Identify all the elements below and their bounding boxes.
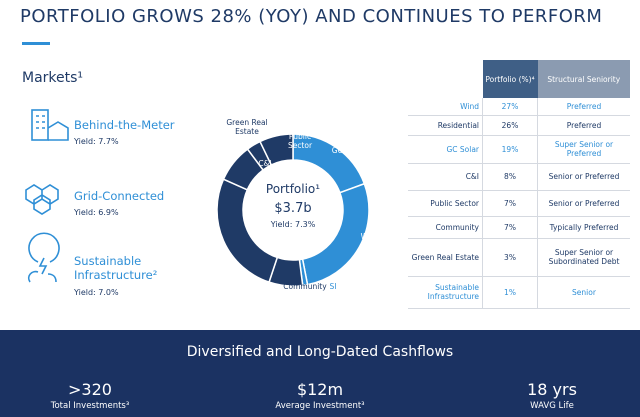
market-yield: Yield: 7.0% [74,288,119,297]
table-cell: 1% [482,276,538,309]
donut-label: SI [329,282,337,291]
graphics: Portfolio¹ $3.7b Yield: 7.3% [25,109,370,287]
donut-center-note: Yield: 7.3% [270,220,316,229]
donut-label: Green Real Estate [226,118,268,136]
table-row: Public Sector 7% Senior or Preferred [408,190,630,217]
market-yield: Yield: 6.9% [74,208,119,217]
table-cell: Preferred [537,115,630,136]
table-row: Residential 26% Preferred [408,115,630,136]
market-name: Sustainable Infrastructure² [74,254,158,282]
table-cell: Public Sector [408,190,483,217]
header-cell: Structural Seniority [537,60,630,98]
stat-label: Average Investment³ [275,401,365,411]
donut-label: Wind [360,232,380,241]
donut-label: C&I [258,159,272,168]
table-cell: 7% [482,190,538,217]
market-name: Behind-the-Meter [74,118,175,132]
table-row: Wind 27% Preferred [408,98,630,116]
table-cell: 27% [482,98,538,116]
stat-value: $12m [296,380,344,399]
table-cell: Senior or Preferred [537,163,630,191]
market-name: Grid-Connected [74,189,165,203]
table-row: GC Solar 19% Super Senior or Preferred [408,135,630,164]
table-cell: 19% [482,135,538,164]
donut-label: GC Solar [331,146,365,155]
table-header: Portfolio (%)⁴ Structural Seniority [408,60,630,98]
table-cell: 3% [482,238,538,277]
markets-title: Markets¹ [22,70,84,86]
infra-icon [27,232,60,283]
donut-center-title: Portfolio¹ [266,182,320,196]
table-row: Sustainable Infrastructure 1% Senior [408,276,630,309]
title-rule [22,42,50,45]
stat-label: WAVG Life [530,401,574,411]
building-icon [31,109,49,141]
table-cell: 7% [482,216,538,239]
table-row: Community 7% Typically Preferred [408,216,630,239]
banner: Diversified and Long-Dated Cashflows >32… [0,330,640,417]
donut-label: Resi [247,226,263,235]
table-cell: Preferred [537,98,630,116]
table-cell: Senior or Preferred [537,190,630,217]
market-yield: Yield: 7.7% [74,137,119,146]
table-cell: Senior [537,276,630,309]
table-row: C&I 8% Senior or Preferred [408,163,630,191]
slide-title: PORTFOLIO GROWS 28% (YOY) AND CONTINUES … [20,6,603,27]
icons [25,109,69,283]
table-cell: Sustainable Infrastructure [408,276,483,309]
table-row: Green Real Estate 3% Super Senior or Subor… [408,238,630,277]
donut [216,133,370,287]
donut-center-value: $3.7b [274,201,311,216]
table-cell: C&I [408,163,483,191]
donut-segment [259,133,294,166]
stat-value: 18 yrs [527,380,577,399]
table-cell: Typically Preferred [537,216,630,239]
donut-label: Public Sector [287,132,313,150]
table-cell: GC Solar [408,135,483,164]
table-cell: 26% [482,115,538,136]
grid-icon [25,184,59,215]
table: Portfolio (%)⁴ Structural Seniority Wind… [408,60,630,309]
table-cell: Residential [408,115,483,136]
donut-label: Community [283,282,327,291]
table-cell: Wind [408,98,483,116]
header-cell: Portfolio (%)⁴ [482,60,538,98]
stat-label: Total Investments³ [50,401,130,411]
table-cell: Super Senior or Preferred [537,135,630,164]
table-cell: Community [408,216,483,239]
banner-title: Diversified and Long-Dated Cashflows [186,344,454,360]
table-cell: Green Real Estate [408,238,483,277]
stat-value: >320 [68,380,112,399]
table-cell: 8% [482,163,538,191]
table-cell: Super Senior or Subordinated Debt [537,238,630,277]
house-icon [36,115,69,141]
